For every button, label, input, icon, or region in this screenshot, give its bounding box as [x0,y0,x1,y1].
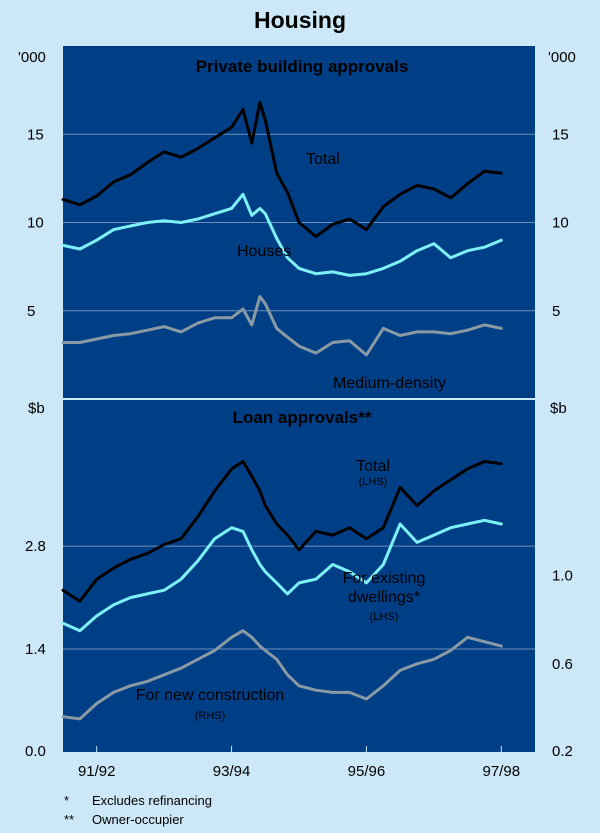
ytick-right-top: 5 [552,303,560,320]
xtick-label: 97/98 [483,763,521,780]
chart-title: Housing [254,7,346,33]
ytick-right-bottom: 0.2 [552,743,573,760]
ytick-left-bottom: 1.4 [25,641,46,658]
label-new-construction: For new construction [136,687,285,704]
footnote-1-text: Excludes refinancing [92,793,212,808]
ytick-left-top: 10 [27,215,44,232]
ytick-right-top: 10 [552,215,569,232]
ytick-left-bottom: 0.0 [25,743,46,760]
loans-series-total [61,460,503,603]
loans-series-new-construction [61,629,503,721]
right-unit-top: '000 [548,49,576,66]
xtick-label: 91/92 [78,763,116,780]
footnote-1-marker: * [64,793,69,808]
ytick-right-top: 15 [552,126,569,143]
label-total-loans: Total [356,458,390,475]
panel-title-loan-approvals: Loan approvals** [233,408,372,427]
loans-series-existing [61,518,503,633]
xtick-label: 93/94 [213,763,251,780]
building-series-total [61,101,503,239]
label-houses: Houses [237,243,291,260]
label-medium-density: Medium-density [333,375,446,392]
left-unit-top: '000 [18,49,46,66]
building-series-medium-density [61,295,503,357]
building-series-houses [61,192,503,277]
label-new-construction-side: (RHS) [195,710,226,722]
axes: 5 5 10 10 15 15 0.0 1.4 2.8 0.2 0.6 1.0 91/92 93/94 95… [25,126,573,780]
label-existing-line1: For existing [343,570,426,587]
ytick-left-bottom: 2.8 [25,538,46,555]
ytick-right-bottom: 1.0 [552,568,573,585]
label-total-building: Total [306,151,340,168]
footnote-2-marker: ** [64,812,74,827]
label-existing-line2: dwellings* [348,589,420,606]
xtick-label: 95/96 [348,763,386,780]
label-total-loans-side: (LHS) [359,476,388,488]
right-unit-bottom: $b [550,400,567,417]
ytick-right-bottom: 0.6 [552,656,573,673]
series-lines [61,101,503,721]
label-existing-side: (LHS) [370,611,399,623]
footnote-2-text: Owner-occupier [92,812,184,827]
ytick-left-top: 5 [27,303,35,320]
panel-title-building-approvals: Private building approvals [196,57,409,76]
left-unit-bottom: $b [28,400,45,417]
ytick-left-top: 15 [27,126,44,143]
